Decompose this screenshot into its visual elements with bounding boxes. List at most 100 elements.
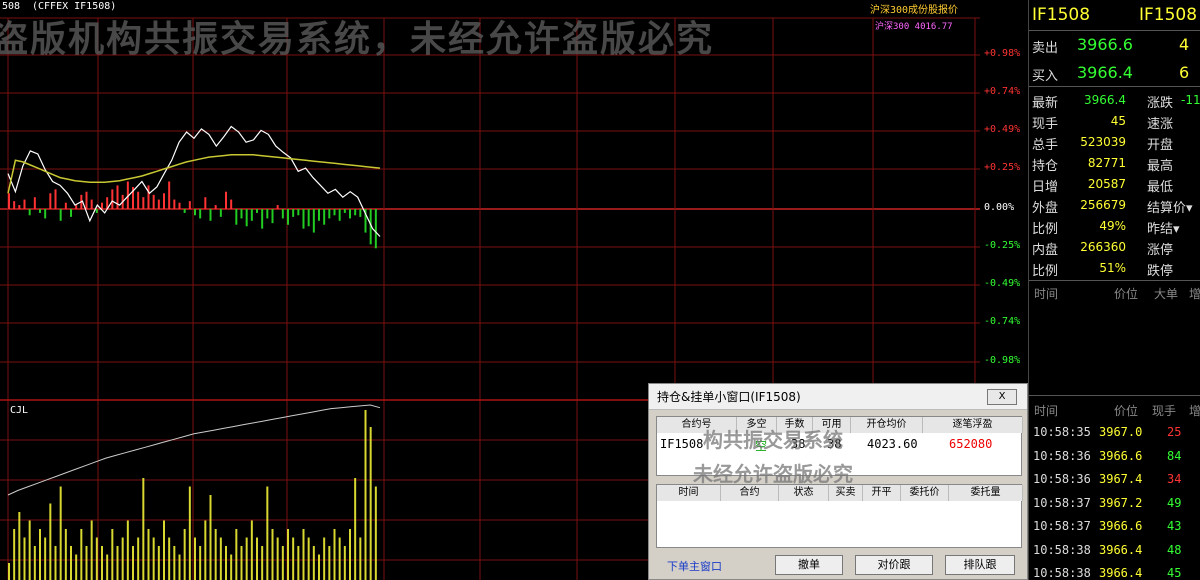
main-order-window-link[interactable]: 下单主窗口 bbox=[667, 560, 722, 573]
table-row[interactable]: IF1508 空 38 38 4023.60 652080 bbox=[657, 437, 1023, 453]
column-header[interactable]: 开平 bbox=[863, 485, 901, 501]
index-value-label: 沪深300 4016.77 bbox=[875, 22, 953, 32]
volume-bar bbox=[70, 546, 72, 580]
positions-table[interactable]: 合约号 多空 手数 可用 开仓均价 逐笔浮盈 IF1508 空 38 38 4023.60… bbox=[656, 416, 1023, 476]
stat-value: 3966.4 bbox=[1084, 93, 1126, 107]
change-bar bbox=[302, 209, 305, 229]
column-header[interactable]: 委托价 bbox=[901, 485, 949, 501]
column-header[interactable]: 时间 bbox=[657, 485, 721, 501]
close-button[interactable]: X bbox=[987, 389, 1017, 405]
column-header[interactable]: 状态 bbox=[779, 485, 829, 501]
column-header[interactable]: 多空 bbox=[737, 417, 777, 433]
change-bar bbox=[276, 205, 279, 209]
sell-qty: 4 bbox=[1179, 35, 1190, 54]
volume-bar bbox=[240, 546, 243, 580]
volume-bar bbox=[214, 529, 217, 580]
volume-bar bbox=[101, 546, 103, 580]
trade-price: 3966.4 bbox=[1099, 566, 1143, 580]
stat-label-right: 跌停 bbox=[1147, 264, 1174, 279]
volume-bar bbox=[132, 546, 134, 580]
volume-bar bbox=[287, 529, 289, 580]
volume-bar bbox=[173, 546, 176, 580]
column-header[interactable]: 合约 bbox=[721, 485, 779, 501]
change-bar bbox=[33, 197, 36, 209]
change-bar bbox=[13, 201, 16, 209]
volume-bar bbox=[199, 546, 202, 580]
volume-bar bbox=[204, 520, 207, 580]
percent-tick-label: -0.49% bbox=[984, 278, 1021, 289]
volume-bar bbox=[23, 537, 26, 580]
pos-pnl: 652080 bbox=[949, 437, 993, 451]
trade-price: 3967.0 bbox=[1099, 425, 1143, 439]
buy-label: 买入 bbox=[1032, 69, 1059, 84]
column-header[interactable]: 手数 bbox=[777, 417, 813, 433]
change-bar bbox=[142, 197, 145, 209]
stat-label-right: 速涨 bbox=[1147, 117, 1174, 132]
change-bar bbox=[266, 209, 269, 219]
change-bar bbox=[245, 209, 248, 227]
queue-follow-button[interactable]: 排队跟 bbox=[945, 555, 1015, 575]
column-header[interactable]: 逐笔浮盈 bbox=[923, 417, 1023, 433]
change-bar bbox=[271, 209, 274, 224]
column-header[interactable]: 买卖 bbox=[829, 485, 863, 501]
column-header[interactable]: 可用 bbox=[813, 417, 851, 433]
column-header[interactable]: 委托量 bbox=[949, 485, 1023, 501]
volume-bar bbox=[121, 537, 124, 580]
stat-label: 内盘 bbox=[1032, 243, 1059, 258]
change-bar bbox=[230, 199, 233, 209]
trade-qty: 45 bbox=[1167, 566, 1182, 580]
stat-value-right: -11 bbox=[1181, 93, 1200, 107]
volume-bar bbox=[225, 546, 227, 580]
trade-price: 3966.6 bbox=[1099, 519, 1143, 533]
stat-label: 比例 bbox=[1032, 222, 1059, 237]
trade-qty: 43 bbox=[1167, 519, 1182, 533]
volume-bar bbox=[95, 537, 98, 580]
counter-price-follow-button[interactable]: 对价跟 bbox=[855, 555, 933, 575]
stat-label: 总手 bbox=[1032, 138, 1059, 153]
change-bar bbox=[349, 209, 351, 219]
change-bar bbox=[168, 181, 171, 209]
cancel-order-button[interactable]: 撤单 bbox=[775, 555, 843, 575]
contract-code-2: IF1508 bbox=[1139, 5, 1198, 25]
trade-time: 10:58:37 bbox=[1033, 519, 1091, 533]
volume-bar bbox=[64, 529, 67, 580]
orders-table[interactable]: 时间 合约 状态 买卖 开平 委托价 委托量 bbox=[656, 484, 1023, 548]
stat-label-right: 最高 bbox=[1147, 159, 1174, 174]
change-bar bbox=[374, 209, 377, 249]
volume-bar bbox=[18, 512, 21, 580]
stat-label: 最新 bbox=[1032, 96, 1059, 111]
column-header[interactable]: 开仓均价 bbox=[851, 417, 923, 433]
change-bar bbox=[178, 202, 181, 209]
change-bar bbox=[85, 191, 88, 209]
dialog-title[interactable]: 持仓&挂单小窗口(IF1508) bbox=[649, 384, 1027, 410]
volume-bar bbox=[28, 520, 31, 580]
volume-bar bbox=[343, 546, 346, 580]
volume-bar bbox=[194, 537, 196, 580]
volume-bar bbox=[261, 546, 264, 580]
volume-bar bbox=[157, 546, 160, 580]
change-bar bbox=[137, 191, 140, 209]
volume-bar bbox=[163, 520, 165, 580]
buy-price: 3966.4 bbox=[1077, 63, 1133, 82]
volume-bar bbox=[359, 537, 362, 580]
percent-tick-label: -0.25% bbox=[984, 240, 1021, 251]
stat-label-right: 开盘 bbox=[1147, 138, 1174, 153]
change-bar bbox=[64, 202, 67, 209]
volume-bar bbox=[219, 537, 222, 580]
trade-qty: 48 bbox=[1167, 542, 1182, 557]
volume-bar bbox=[333, 529, 336, 580]
change-bar bbox=[338, 209, 341, 221]
average-price-line bbox=[7, 154, 381, 194]
buy-qty: 6 bbox=[1179, 63, 1190, 82]
stat-label: 日增 bbox=[1032, 180, 1059, 195]
volume-bar bbox=[297, 546, 300, 580]
column-header[interactable]: 合约号 bbox=[657, 417, 737, 433]
stat-value: 49% bbox=[1099, 219, 1126, 233]
stat-value: 51% bbox=[1099, 261, 1126, 275]
trade-qty: 25 bbox=[1167, 425, 1182, 439]
volume-bar bbox=[44, 537, 47, 580]
sell-price: 3966.6 bbox=[1077, 35, 1133, 54]
positions-dialog[interactable]: 持仓&挂单小窗口(IF1508) X 合约号 多空 手数 可用 开仓均价 逐笔浮盈 IF1… bbox=[648, 383, 1028, 580]
change-bar bbox=[225, 191, 227, 209]
stat-label: 外盘 bbox=[1032, 201, 1059, 216]
